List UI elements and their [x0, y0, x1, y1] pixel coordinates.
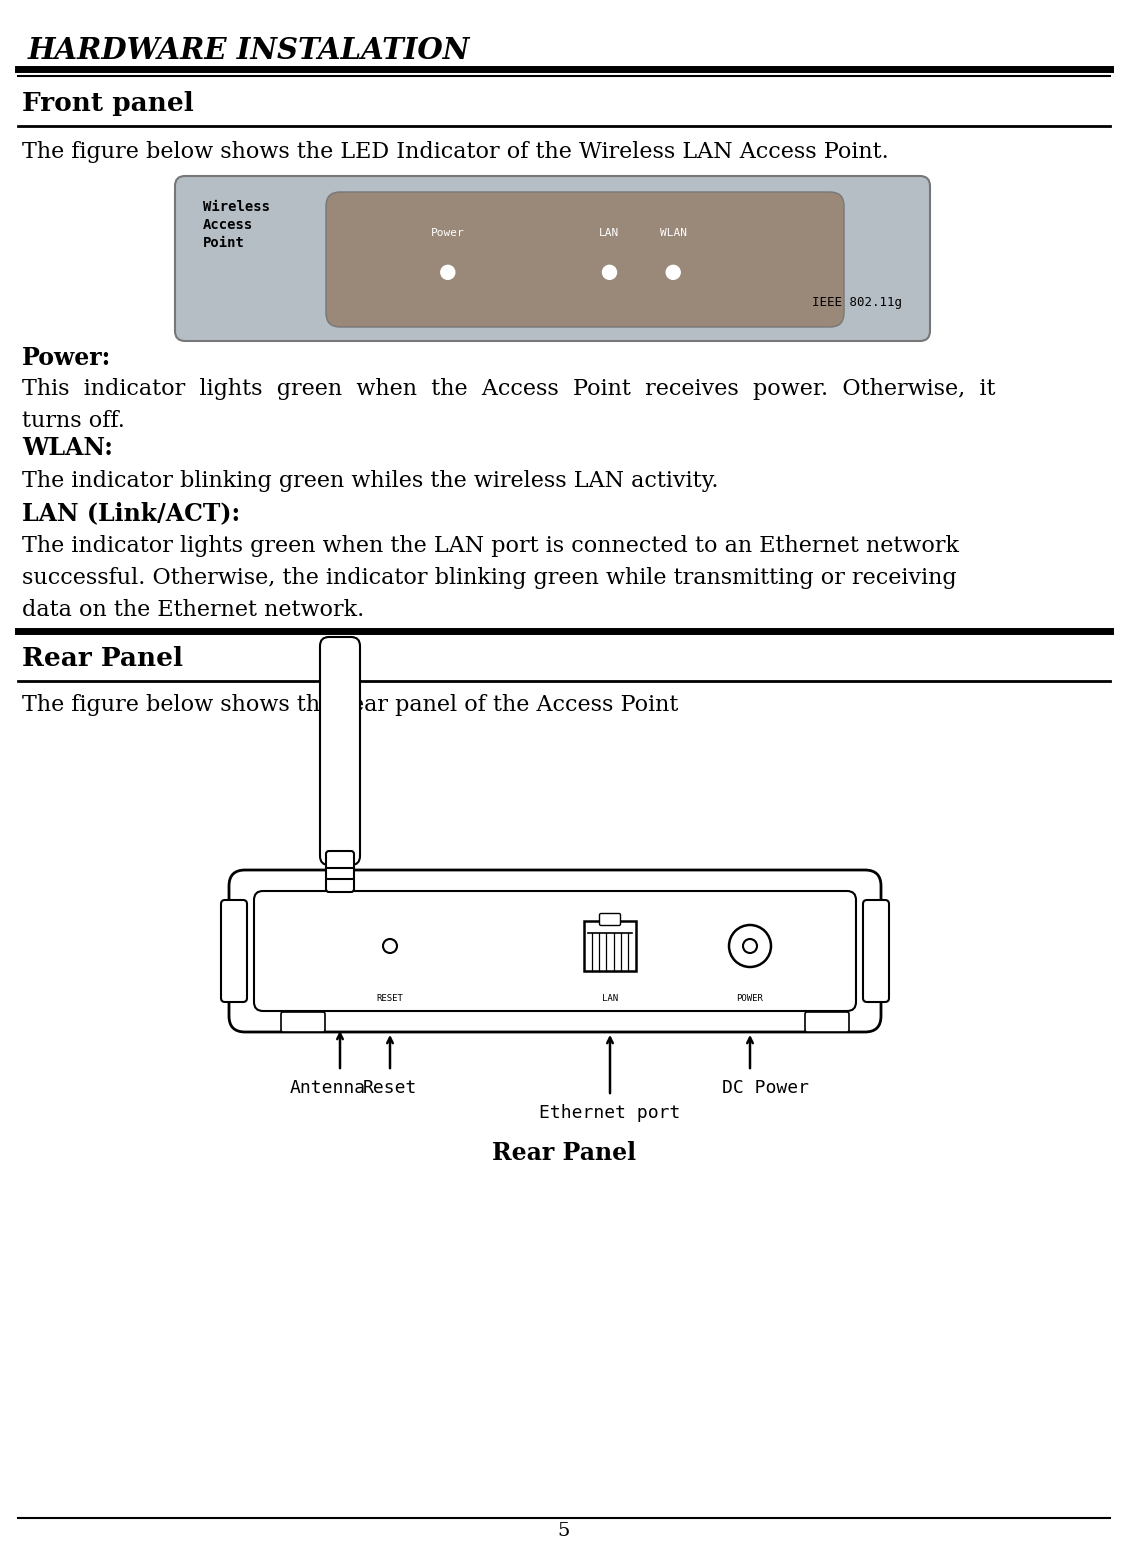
Text: Front panel: Front panel: [23, 90, 194, 117]
FancyBboxPatch shape: [805, 1011, 849, 1032]
Text: DC Power: DC Power: [722, 1078, 809, 1097]
FancyBboxPatch shape: [229, 870, 881, 1032]
Text: data on the Ethernet network.: data on the Ethernet network.: [23, 599, 364, 621]
Text: The indicator lights green when the LAN port is connected to an Ethernet network: The indicator lights green when the LAN …: [23, 535, 959, 557]
Text: successful. Otherwise, the indicator blinking green while transmitting or receiv: successful. Otherwise, the indicator bli…: [23, 566, 957, 590]
FancyBboxPatch shape: [320, 636, 360, 865]
Text: 5: 5: [558, 1522, 570, 1540]
Circle shape: [729, 924, 772, 966]
FancyBboxPatch shape: [599, 913, 620, 926]
Text: Ethernet port: Ethernet port: [539, 1105, 680, 1122]
Text: The figure below shows the rear panel of the Access Point: The figure below shows the rear panel of…: [23, 694, 678, 716]
Circle shape: [602, 266, 617, 280]
FancyBboxPatch shape: [863, 899, 889, 1002]
FancyBboxPatch shape: [326, 191, 844, 327]
Text: The indicator blinking green whiles the wireless LAN activity.: The indicator blinking green whiles the …: [23, 470, 719, 492]
Text: POWER: POWER: [737, 994, 764, 1004]
Text: WLAN: WLAN: [660, 229, 687, 238]
Text: LAN: LAN: [602, 994, 618, 1004]
Text: The figure below shows the LED Indicator of the Wireless LAN Access Point.: The figure below shows the LED Indicator…: [23, 142, 889, 163]
Text: Power: Power: [431, 229, 465, 238]
Text: WLAN:: WLAN:: [23, 436, 113, 461]
FancyBboxPatch shape: [254, 892, 856, 1011]
Text: LAN: LAN: [599, 229, 619, 238]
Text: RESET: RESET: [377, 994, 404, 1004]
FancyBboxPatch shape: [281, 1011, 325, 1032]
Text: IEEE 802.11g: IEEE 802.11g: [812, 296, 902, 310]
Text: HARDWARE INSTALATION: HARDWARE INSTALATION: [28, 36, 470, 65]
Circle shape: [384, 938, 397, 952]
Circle shape: [743, 938, 757, 952]
Bar: [584, 921, 636, 971]
Text: Wireless
Access
Point: Wireless Access Point: [203, 201, 270, 249]
Text: Rear Panel: Rear Panel: [23, 646, 183, 671]
Circle shape: [441, 266, 455, 280]
Text: This  indicator  lights  green  when  the  Access  Point  receives  power.  Othe: This indicator lights green when the Acc…: [23, 378, 996, 400]
Text: LAN (Link/ACT):: LAN (Link/ACT):: [23, 501, 240, 524]
Text: Antenna: Antenna: [290, 1078, 367, 1097]
FancyBboxPatch shape: [326, 851, 354, 892]
Text: Reset: Reset: [363, 1078, 417, 1097]
FancyBboxPatch shape: [221, 899, 247, 1002]
Circle shape: [667, 266, 680, 280]
Text: Power:: Power:: [23, 345, 112, 370]
Text: Rear Panel: Rear Panel: [492, 1141, 636, 1165]
FancyBboxPatch shape: [175, 176, 929, 341]
Text: turns off.: turns off.: [23, 409, 125, 433]
